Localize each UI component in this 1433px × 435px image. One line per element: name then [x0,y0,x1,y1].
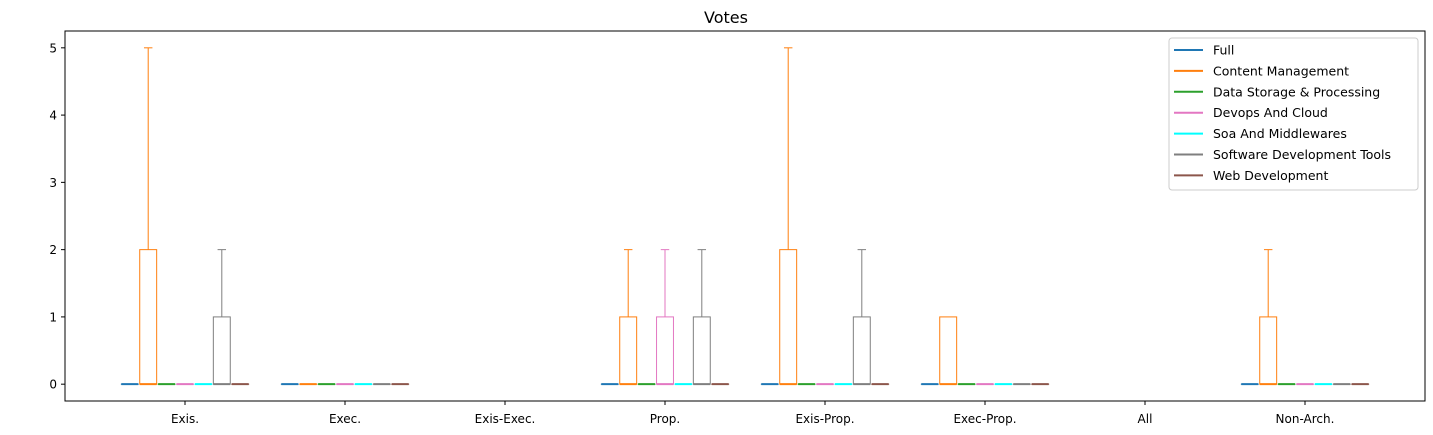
legend: Full Content Management Data Storage & Pro… [1168,37,1419,191]
x-tick-label: Exis-Exec. [475,412,536,426]
x-tick-label: Non-Arch. [1276,412,1335,426]
box-3-3 [656,249,674,386]
box-1-0 [139,47,158,386]
legend-frame [1168,37,1419,191]
legend-entry: Software Development Tools [1213,147,1391,162]
x-axis: Exis. Exec. Exis-Exec. Prop. Exis-Prop. Exec-… [171,401,1334,426]
box-1-4 [779,47,798,386]
y-axis: 0 1 2 3 4 5 [49,41,65,392]
box-1-3 [619,249,638,386]
box-5-0 [212,249,231,386]
y-tick-label: 2 [49,243,57,257]
legend-entry: Full [1213,43,1234,58]
y-tick-label: 3 [49,176,57,190]
plot-frame [64,30,1426,402]
x-tick-label: Exec-Prop. [953,412,1016,426]
x-tick-label: Exis. [171,412,199,426]
legend-entry: Devops And Cloud [1213,105,1328,120]
box-5-4 [852,249,871,386]
boxes-layer [120,47,1370,386]
chart-title: Votes [704,8,748,27]
box-1-5 [939,316,958,386]
y-tick-label: 1 [49,310,57,324]
x-tick-label: Exec. [329,412,361,426]
legend-entry: Soa And Middlewares [1213,126,1347,141]
y-tick-label: 5 [49,41,57,55]
y-tick-label: 4 [49,109,57,123]
y-tick-label: 0 [49,378,57,392]
box-5-3 [692,249,711,386]
legend-entry: Data Storage & Processing [1213,84,1380,99]
legend-entry: Content Management [1213,63,1349,78]
x-tick-label: Prop. [650,412,680,426]
x-tick-label: All [1138,412,1153,426]
x-tick-label: Exis-Prop. [795,412,854,426]
legend-entry: Web Development [1213,168,1328,183]
box-1-7 [1259,249,1278,386]
